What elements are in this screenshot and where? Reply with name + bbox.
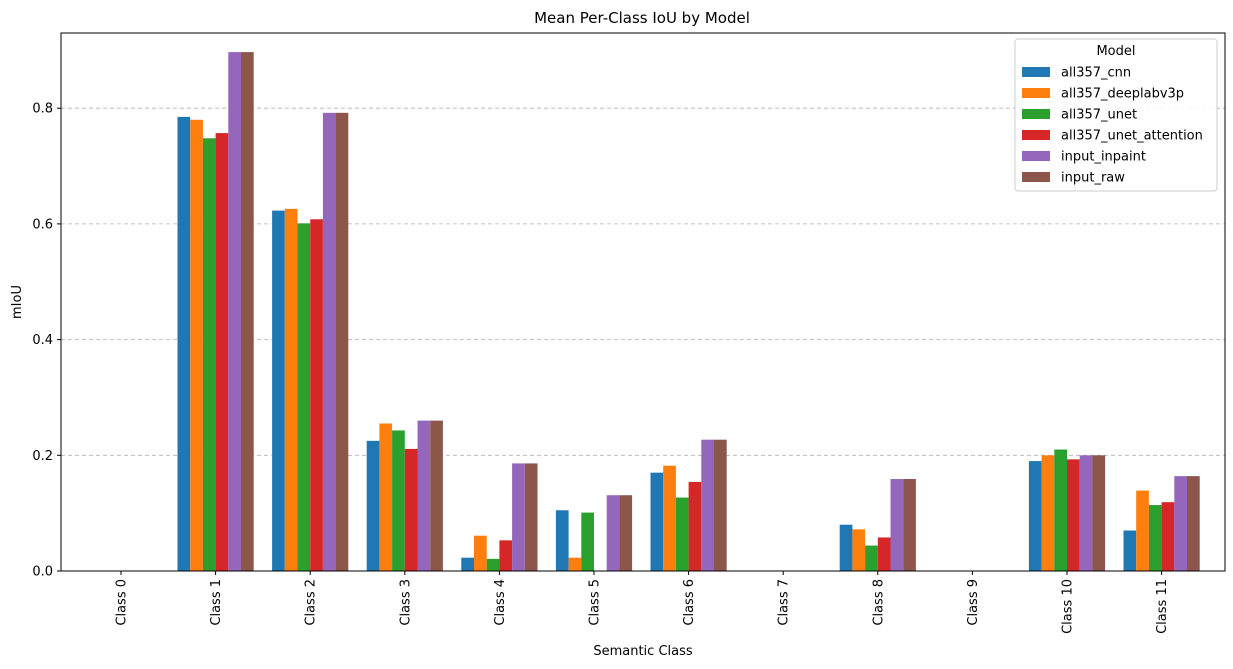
bar [474, 535, 487, 571]
bar [865, 545, 878, 571]
bar [663, 465, 676, 571]
x-tick-label: Class 10 [1061, 579, 1076, 634]
bar [379, 423, 393, 571]
x-axis: Class 0 Class 1 Class 2 Class 3 Class 4 Class… [115, 571, 1170, 634]
bar [1092, 455, 1106, 571]
legend-frame [1014, 38, 1218, 192]
bar [512, 463, 525, 571]
bar [1028, 461, 1042, 571]
bar [228, 52, 241, 571]
bar [1148, 505, 1162, 571]
bar [190, 119, 203, 571]
bar [606, 495, 620, 571]
bar [335, 112, 349, 571]
x-tick-label: Class 1 [209, 579, 224, 626]
bar [177, 116, 191, 572]
bar [581, 512, 594, 571]
bar [461, 557, 474, 571]
x-tick-label: Class 8 [871, 579, 886, 626]
bar [366, 440, 380, 571]
x-tick-label: Class 2 [304, 579, 319, 626]
bar [701, 439, 714, 571]
bar [322, 112, 336, 571]
x-tick-label: Class 3 [398, 579, 413, 626]
bar [903, 479, 916, 571]
legend-swatch [1022, 151, 1050, 161]
bar [877, 537, 891, 571]
bar [404, 448, 418, 571]
bar [272, 210, 285, 572]
bar [1079, 455, 1093, 571]
bar [392, 430, 405, 571]
bar [241, 52, 254, 571]
bar [619, 495, 633, 571]
bar [555, 510, 569, 571]
legend-label: input_raw [1061, 171, 1125, 186]
chart-title: Mean Per-Class IoU by Model [534, 9, 750, 27]
x-tick-label: Class 4 [493, 579, 508, 626]
bar [839, 524, 853, 571]
bar [430, 420, 443, 571]
plot-frame [60, 32, 1226, 572]
legend-label: all357_deeplabv3p [1061, 87, 1184, 102]
legend-label: input_inpaint [1061, 150, 1146, 165]
y-tick-label: 0.4 [32, 333, 53, 348]
bar [1136, 490, 1149, 571]
bar [486, 558, 500, 571]
bar [215, 133, 229, 571]
legend-swatch [1022, 67, 1050, 77]
legend-swatch [1022, 130, 1050, 140]
x-tick-label: Class 5 [588, 579, 603, 626]
x-tick-label: Class 0 [115, 579, 130, 626]
bar [568, 557, 582, 571]
bar [1174, 476, 1187, 571]
legend-items: all357_cnn all357_deeplabv3p all357_unetal… [1022, 66, 1203, 186]
bar [1067, 459, 1080, 571]
legend-label: all357_unet [1061, 108, 1137, 123]
bar [714, 439, 727, 571]
y-tick-label: 0.2 [32, 449, 53, 464]
bar [524, 463, 538, 571]
bars-layer [177, 52, 1200, 572]
legend: Model all357_cnnall357_deeplabv3pall357_… [1014, 38, 1218, 192]
bar [1161, 502, 1175, 571]
bar [688, 481, 702, 571]
legend-swatch [1022, 109, 1050, 119]
x-axis-label: Semantic Class [593, 644, 693, 659]
legend-label: all357_unet_attention [1061, 129, 1203, 144]
x-tick-label: Class 9 [966, 579, 981, 626]
bar [890, 479, 904, 571]
bar [1041, 455, 1055, 571]
bar [852, 529, 866, 571]
bar [1054, 449, 1067, 571]
x-tick-label: Class 6 [682, 579, 697, 626]
legend-swatch [1022, 172, 1050, 182]
x-tick-label: Class 7 [777, 579, 792, 626]
y-axis: 0.0 0.2 0.4 0.6 0.8 [32, 102, 61, 580]
bar [297, 223, 311, 571]
y-tick-label: 0.0 [32, 565, 53, 580]
legend-swatch [1022, 88, 1050, 98]
bar [1123, 530, 1137, 571]
bar [675, 497, 689, 571]
bar [650, 472, 664, 571]
bar [310, 219, 323, 571]
bar [1187, 476, 1200, 571]
x-tick-label: Class 11 [1155, 579, 1170, 634]
bar [284, 208, 298, 571]
y-tick-label: 0.8 [32, 102, 53, 117]
legend-label: all357_cnn [1061, 66, 1131, 81]
legend-title: Model [1096, 44, 1135, 59]
bar [499, 540, 513, 571]
y-tick-label: 0.6 [32, 217, 53, 232]
bar [417, 420, 431, 571]
y-axis-label: mIoU [10, 285, 25, 319]
bar [202, 138, 216, 572]
